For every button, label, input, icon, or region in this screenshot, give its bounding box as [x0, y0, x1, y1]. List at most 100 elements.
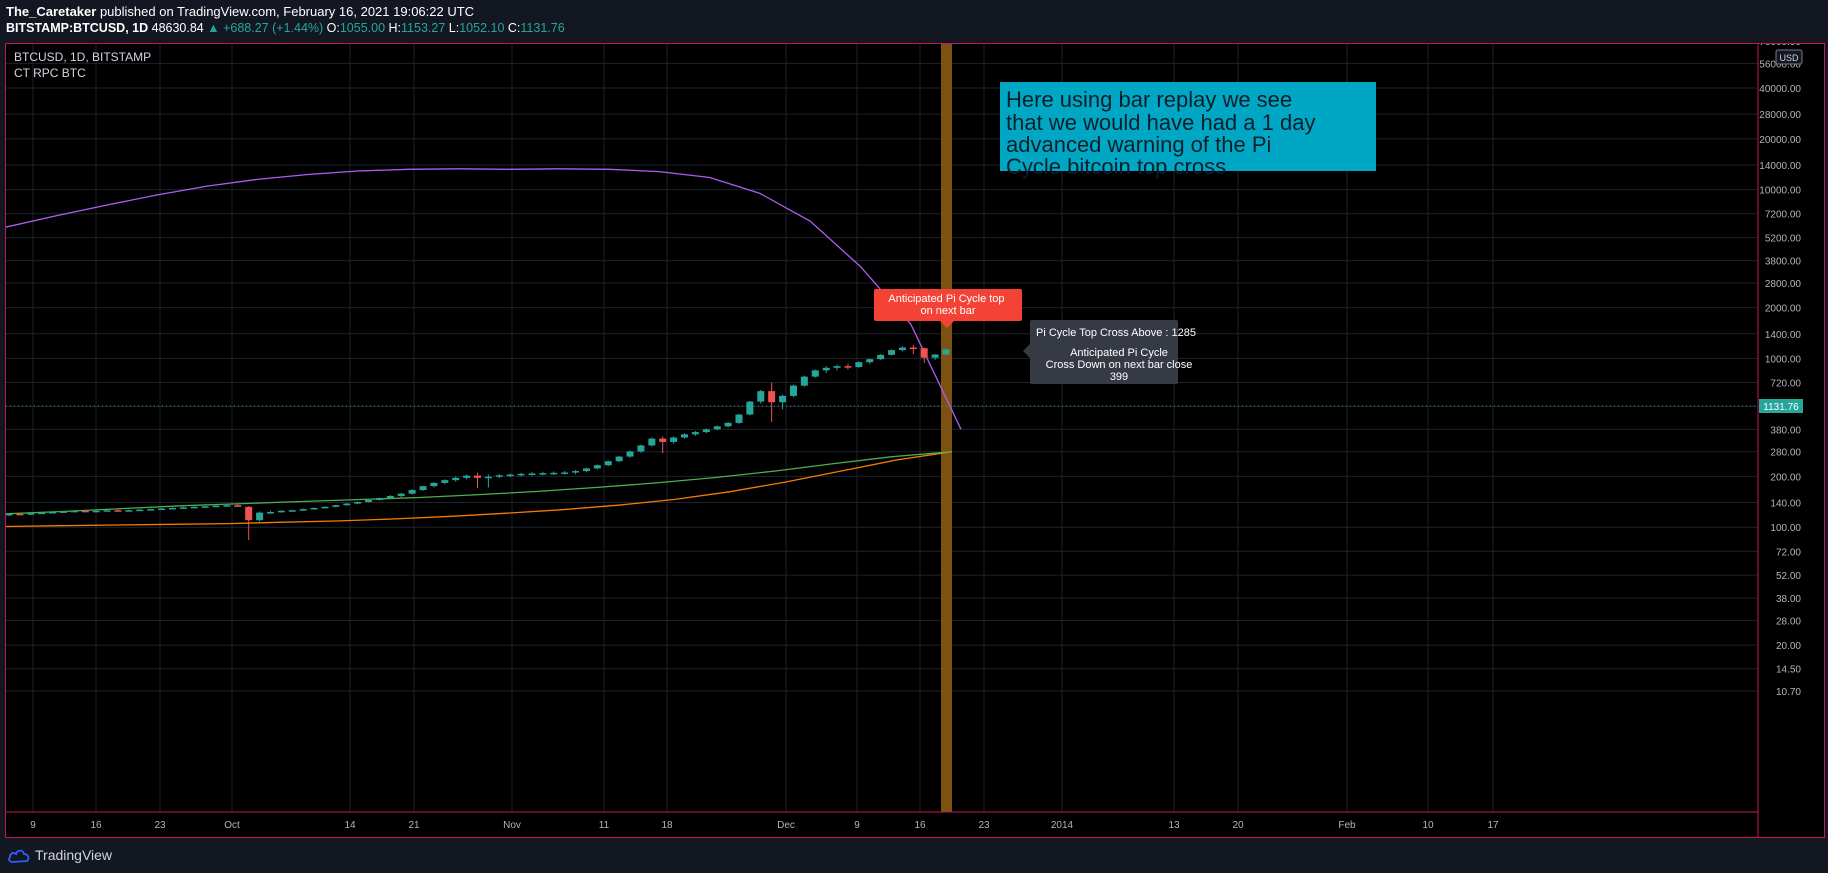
candle-body: [626, 451, 634, 457]
candle-body: [702, 429, 710, 433]
candle-body: [81, 510, 89, 513]
candle-body: [539, 473, 547, 475]
dark-label-box: [1030, 320, 1178, 384]
open-value: 1055.00: [339, 21, 386, 35]
price-chart[interactable]: 76000.00 56000.00 40000.00 28000.00 20000.00…: [6, 44, 1824, 837]
time-tick-label: 9: [854, 820, 860, 831]
pane-title: BTCUSD, 1D, BITSTAMP: [14, 50, 151, 64]
candle-body: [70, 510, 78, 513]
tradingview-brand: TradingView: [35, 847, 113, 863]
candle-body: [245, 506, 253, 521]
candle-body: [495, 475, 503, 477]
candle-body: [735, 414, 743, 423]
tradingview-logo[interactable]: TradingView: [8, 847, 113, 864]
price-tick-label: 200.00: [1770, 472, 1801, 483]
red-label: Anticipated Pi Cycle top on next bar: [888, 293, 1007, 317]
candle-body: [49, 512, 57, 514]
candle-body: [332, 505, 340, 507]
price-tick-label: 28000.00: [1759, 110, 1801, 121]
indicator-lines: [6, 168, 962, 528]
time-tick-label: 18: [661, 820, 673, 831]
price-tick-label: 380.00: [1770, 425, 1801, 436]
candle-body: [888, 350, 896, 355]
price-tag-box: [1759, 399, 1803, 413]
candle-body: [452, 477, 460, 481]
ohlc-legend: BITSTAMP:BTCUSD, 1D 48630.84 ▲ +688.27 (…: [6, 21, 565, 35]
dark-label-line4: 399: [1110, 371, 1128, 383]
price-tick-label: 720.00: [1770, 378, 1801, 389]
price-tick-label: 52.00: [1776, 571, 1801, 582]
time-tick-label: Feb: [1338, 820, 1356, 831]
candle-body: [615, 456, 623, 462]
time-tick-label: 2014: [1051, 820, 1074, 831]
price-tick-label: 28.00: [1776, 616, 1801, 627]
candle-body: [909, 347, 917, 350]
low-value: 1052.10: [459, 21, 505, 35]
candle-body: [234, 505, 242, 507]
candle-body: [288, 510, 296, 512]
candle-body: [822, 367, 830, 371]
candle-body: [789, 385, 797, 396]
candle-body: [593, 465, 601, 469]
candle-body: [375, 497, 383, 500]
time-tick-label: Dec: [777, 820, 795, 831]
symbol-label: BITSTAMP:BTCUSD, 1D: [6, 21, 149, 35]
price-tick-label: 140.00: [1770, 499, 1801, 510]
candle-body: [38, 512, 46, 515]
price-tick-label: 72.00: [1776, 547, 1801, 558]
pi-cycle-orange-line: [6, 451, 953, 528]
candle-body: [408, 490, 416, 494]
price-tick-label: 100.00: [1770, 523, 1801, 534]
time-tick-label: 14: [344, 820, 356, 831]
low-label: L:: [448, 21, 460, 35]
time-axis[interactable]: 9 16 23 Oct 14 21 Nov 11 18 Dec 9 16 23 2014 13 20 Feb 10…: [30, 820, 1499, 831]
price-tick-label: 40000.00: [1759, 84, 1801, 95]
time-tick-label: 23: [154, 820, 166, 831]
time-tick-label: 9: [30, 820, 36, 831]
candle-body: [920, 348, 928, 358]
candle-body: [746, 401, 754, 415]
candle-body: [648, 438, 656, 446]
red-label-pointer: [940, 321, 954, 328]
grid-lines: [6, 44, 1758, 812]
time-tick-label: Oct: [224, 820, 240, 831]
candle-body: [386, 496, 394, 498]
currency-label: USD: [1779, 53, 1799, 63]
chart-frame[interactable]: 76000.00 56000.00 40000.00 28000.00 20000.00…: [5, 43, 1825, 838]
price-tag: 1131.76: [1763, 402, 1799, 413]
candle-body: [92, 510, 100, 513]
note-text-line: advanced warning of the Pi: [1006, 132, 1271, 157]
candle-body: [572, 471, 580, 473]
candle-body: [430, 482, 438, 487]
note-text: Here using bar replay we see that we wou…: [1006, 87, 1322, 179]
close-value: 1131.76: [520, 21, 565, 35]
time-tick-label: 11: [599, 820, 610, 831]
price-tick-label: 38.00: [1776, 594, 1801, 605]
candle-body: [397, 493, 405, 497]
candle-body: [136, 509, 144, 512]
candle-body: [474, 475, 481, 478]
footer-bar: TradingView: [0, 838, 1828, 873]
note-box: [1000, 82, 1376, 171]
indicator-name[interactable]: CT RPC BTC: [14, 66, 86, 80]
price-change: ▲ +688.27 (+1.44%): [207, 21, 324, 35]
open-label: O:: [326, 21, 340, 35]
note-text-line: Cycle bitcoin top cross: [1006, 154, 1226, 179]
candle-body: [550, 472, 558, 475]
red-label-line: Anticipated Pi Cycle top: [888, 293, 1004, 305]
publisher-name[interactable]: The_Caretaker: [6, 4, 97, 19]
candle-body: [321, 506, 329, 509]
price-tick-label: 5200.00: [1765, 234, 1802, 245]
time-tick-label: 16: [90, 820, 102, 831]
candle-body: [299, 509, 307, 511]
price-tick-label: 3800.00: [1765, 257, 1802, 268]
price-tick-label: 14000.00: [1759, 161, 1801, 172]
candle-body: [463, 475, 471, 478]
candle-body: [855, 362, 863, 367]
price-tick-label: 76000.00: [1759, 44, 1801, 48]
price-axis[interactable]: 76000.00 56000.00 40000.00 28000.00 20000.00…: [1759, 44, 1801, 698]
time-tick-label: 20: [1232, 820, 1244, 831]
candle-body: [866, 359, 874, 363]
time-tick-label: 16: [914, 820, 926, 831]
candle-body: [811, 370, 819, 377]
